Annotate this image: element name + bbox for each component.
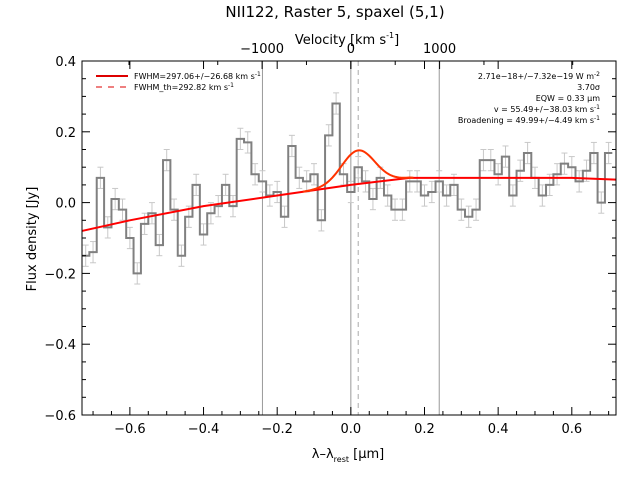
x-tick-label: −0.6 (114, 422, 146, 437)
top-axis-label-end: ] (394, 33, 399, 48)
x-axis-label-unit: [μm] (349, 447, 384, 462)
fit-annotation-sup: -1 (594, 104, 600, 111)
fit-annotation: EQW = 0.33 μm (536, 94, 600, 103)
gaussian-fit-line (302, 149, 414, 193)
top-axis-label-sup: -1 (386, 31, 394, 40)
y-tick-label: 0.4 (55, 55, 76, 70)
x-tick-label: 0.2 (414, 422, 435, 437)
baseline-fit-line (81, 176, 617, 232)
y-tick-label: −0.6 (44, 409, 76, 424)
fit-annotation: Broadening = 49.99+/−4.49 km s-1 (458, 115, 600, 125)
fit-annotation-sup: -2 (594, 71, 600, 78)
x-axis-label-sub: rest (334, 455, 349, 464)
chart-title: NII122, Raster 5, spaxel (5,1) (225, 3, 444, 21)
top-tick-label: 1000 (423, 42, 456, 57)
x-tick-label: −0.2 (261, 422, 293, 437)
top-axis-label: Velocity [km s-1] (295, 31, 399, 48)
fit-annotation-sup: -1 (594, 115, 600, 122)
legend-label: FWHM=297.06+/−26.68 km s-1 (134, 71, 261, 81)
y-tick-label: 0.0 (55, 197, 76, 212)
y-axis-label: Flux density [Jy] (25, 187, 40, 292)
x-tick-label: 0.0 (340, 422, 361, 437)
legend-label-sup: -1 (255, 71, 261, 78)
fit-annotation: v = 55.49+/−38.03 km s-1 (494, 104, 600, 114)
x-axis-label: λ–λrest [μm] (312, 447, 384, 464)
y-tick-label: −0.2 (44, 267, 76, 282)
legend-label-sup: -1 (228, 82, 234, 89)
x-tick-label: 0.6 (561, 422, 582, 437)
fit-annotation: 2.71e−18+/−7.32e−19 W m-2 (478, 71, 600, 81)
y-tick-label: 0.2 (55, 126, 76, 141)
fit-annotation: 3.70σ (577, 83, 600, 92)
x-tick-label: 0.4 (488, 422, 509, 437)
legend-label: FWHM_th=292.82 km s-1 (134, 82, 234, 92)
x-tick-label: −0.4 (188, 422, 220, 437)
spectrum-step-line (82, 102, 613, 275)
top-tick-label: 0 (347, 42, 355, 57)
y-tick-label: −0.4 (44, 338, 76, 353)
top-tick-label: −1000 (240, 42, 284, 57)
